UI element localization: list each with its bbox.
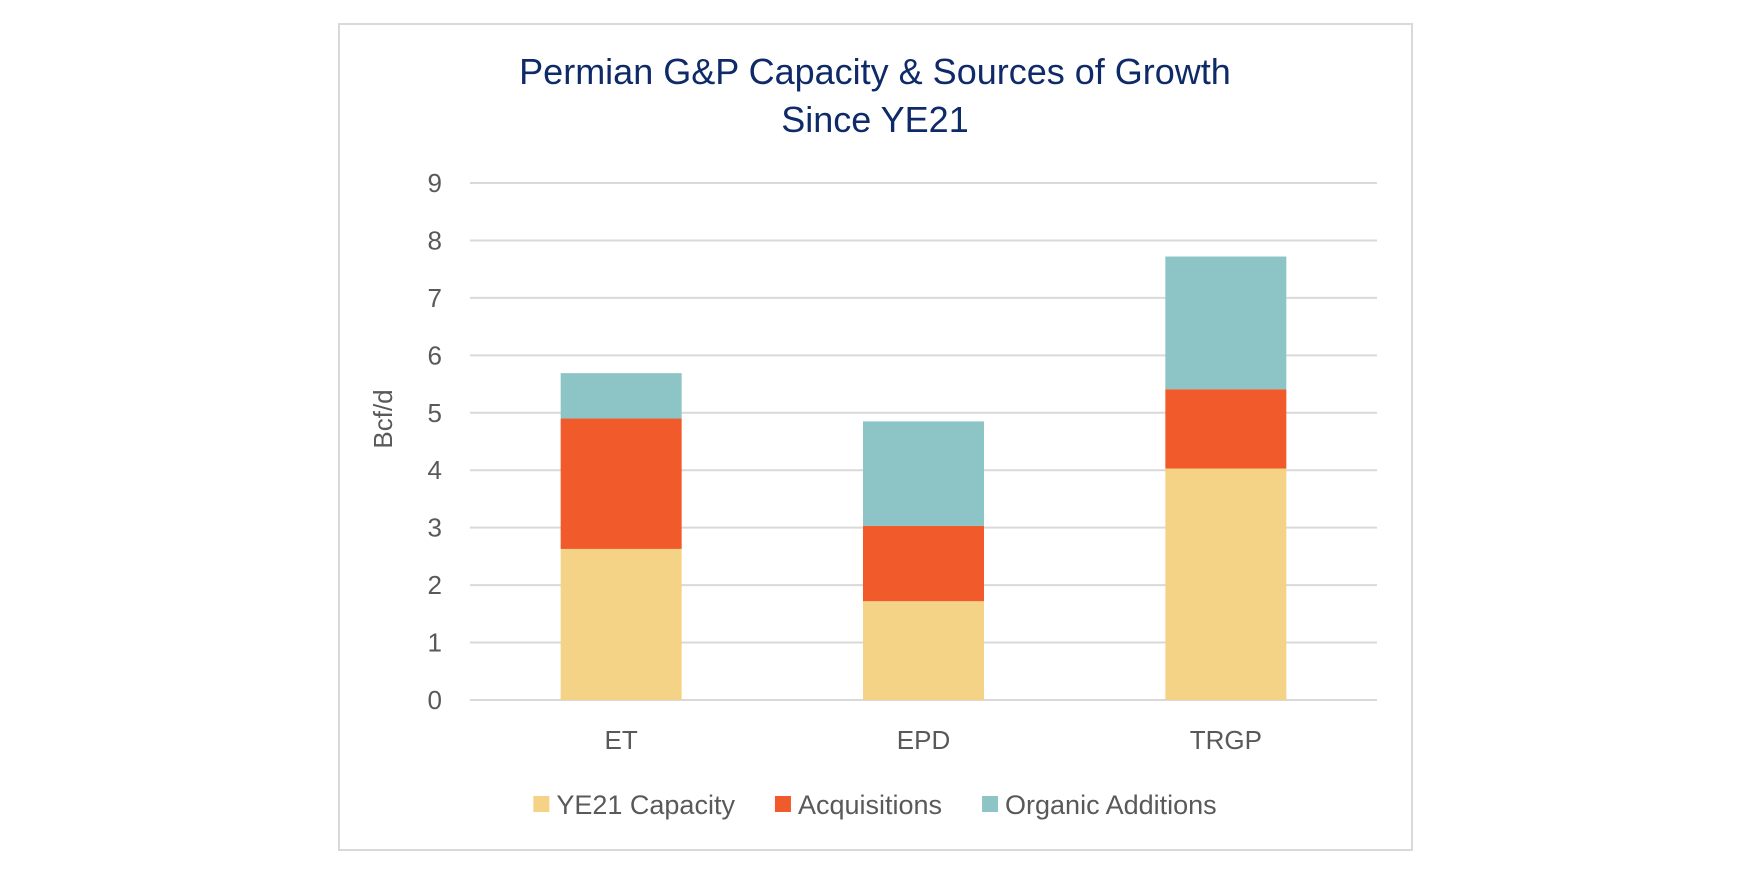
y-tick-label: 1 — [428, 628, 442, 658]
legend-swatch-1 — [774, 796, 791, 812]
legend-label-0: YE21 Capacity — [556, 790, 735, 820]
y-axis-ticks: 0 1 2 3 4 5 6 7 8 9 — [428, 168, 442, 715]
bar-trgp-series-1 — [1165, 389, 1287, 469]
bar-et-series-1 — [560, 418, 682, 549]
bar-et-series-2 — [560, 373, 682, 419]
y-tick-label: 5 — [428, 398, 442, 428]
y-tick-label: 3 — [428, 513, 442, 543]
y-tick-label: 0 — [428, 685, 442, 715]
x-tick-label: EPD — [897, 725, 950, 755]
y-tick-label: 7 — [428, 283, 442, 313]
y-axis-label: Bcf/d — [368, 389, 398, 448]
bar-trgp-series-2 — [1165, 256, 1287, 390]
legend-swatch-2 — [982, 796, 999, 812]
x-tick-label: TRGP — [1190, 725, 1262, 755]
y-tick-label: 8 — [428, 225, 442, 255]
y-tick-label: 2 — [428, 570, 442, 600]
bars — [560, 256, 1287, 700]
legend: YE21 Capacity Acquisitions Organic Additio… — [533, 790, 1217, 820]
y-tick-label: 6 — [428, 340, 442, 370]
bar-epd-series-2 — [863, 421, 984, 526]
x-axis-ticks: ET EPD TRGP — [605, 725, 1262, 755]
chart-title-line-1: Permian G&P Capacity & Sources of Growth — [519, 51, 1231, 92]
bar-epd-series-0 — [863, 601, 984, 700]
legend-label-2: Organic Additions — [1005, 790, 1217, 820]
x-tick-label: ET — [605, 725, 638, 755]
chart-title: Permian G&P Capacity & Sources of Growth… — [519, 51, 1231, 140]
bar-epd-series-1 — [863, 525, 984, 602]
legend-swatch-0 — [533, 796, 550, 812]
bar-trgp-series-0 — [1165, 468, 1287, 700]
y-tick-label: 9 — [428, 168, 442, 198]
y-tick-label: 4 — [428, 455, 442, 485]
legend-label-1: Acquisitions — [798, 790, 942, 820]
chart-title-line-2: Since YE21 — [781, 99, 968, 140]
bar-et-series-0 — [560, 548, 682, 700]
